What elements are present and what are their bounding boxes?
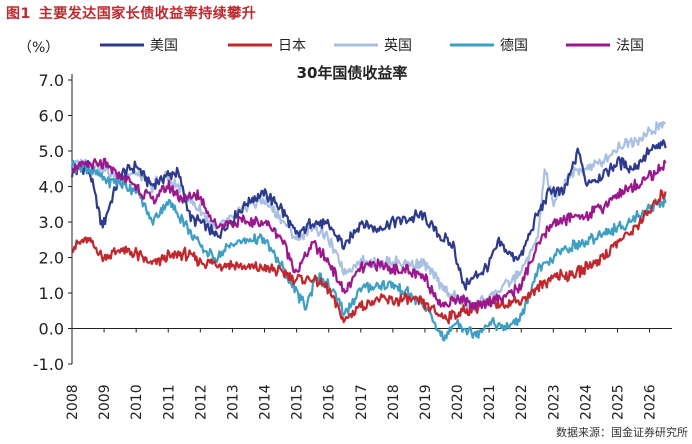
x-tick-label: 2013	[225, 384, 241, 420]
legend-label-3: 英国	[384, 37, 412, 54]
figure-title-text: 主要发达国家长债收益率持续攀升	[38, 6, 257, 22]
x-tick-label: 2022	[514, 384, 530, 420]
series-line-4	[70, 159, 667, 342]
chart-title: 30年国债收益率	[297, 64, 408, 82]
x-tick-label: 2011	[161, 384, 177, 420]
x-tick-label: 2019	[418, 384, 434, 420]
source-note: 数据来源：国金证券研究所	[556, 426, 688, 439]
x-tick-label: 2018	[386, 384, 402, 420]
figure-title: 图1 主要发达国家长债收益率持续攀升	[6, 3, 264, 23]
series-line-2	[71, 189, 667, 325]
x-tick-label: 2026	[643, 384, 659, 420]
x-tick-label: 2010	[129, 384, 145, 420]
x-tick-label: 2009	[97, 384, 113, 420]
legend-label-5: 法国	[616, 38, 644, 54]
legend-label-1: 美国	[150, 38, 178, 54]
legend-label-2: 日本	[278, 38, 306, 54]
x-tick-label: 2008	[65, 384, 81, 420]
y-tick-label: 3.0	[39, 213, 64, 232]
x-tick-label: 2023	[546, 384, 562, 420]
y-tick-label: 5.0	[39, 142, 64, 161]
x-tick-label: 2014	[258, 384, 274, 420]
x-tick-label: 2017	[354, 384, 370, 420]
y-tick-label: 4.0	[39, 178, 64, 197]
x-tick-label: 2015	[290, 384, 306, 420]
x-tick-label: 2025	[610, 384, 626, 420]
y-tick-label: 0.0	[39, 320, 64, 339]
x-tick-label: 2012	[193, 384, 209, 420]
x-tick-label: 2016	[322, 384, 338, 420]
series-line-1	[70, 139, 667, 291]
y-tick-label: 2.0	[39, 249, 64, 268]
legend-label-4: 德国	[500, 38, 528, 54]
y-tick-label: 7.0	[39, 71, 64, 90]
y-tick-label: -1.0	[33, 355, 64, 374]
y-axis-unit-label: （%）	[18, 40, 59, 56]
x-tick-label: 2020	[450, 384, 466, 420]
legend: 美国 日本 英国 德国 法国	[100, 37, 644, 54]
series-line-5	[71, 157, 667, 312]
y-tick-label: 6.0	[39, 107, 64, 126]
figure-number: 图1	[6, 6, 31, 22]
x-tick-label: 2024	[578, 384, 594, 420]
y-tick-label: 1.0	[39, 284, 64, 303]
x-tick-label: 2021	[482, 384, 498, 420]
